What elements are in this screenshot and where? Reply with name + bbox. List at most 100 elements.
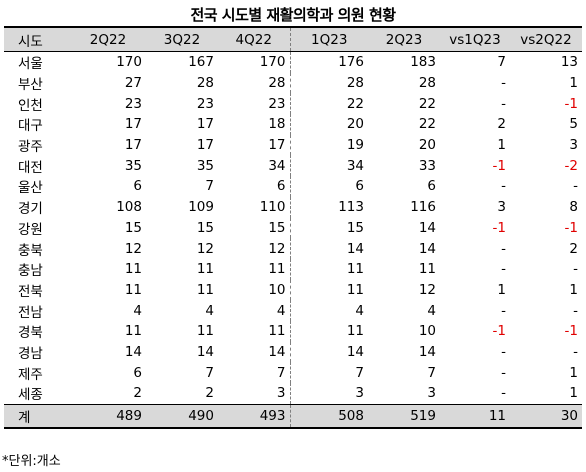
value-cell: 28 xyxy=(218,72,291,94)
value-cell: 11 xyxy=(196,261,214,278)
value-cell: 23 xyxy=(196,95,214,112)
value-cell: 1 xyxy=(569,364,578,381)
value-cell: 15 xyxy=(346,219,364,236)
value-cell: 15 xyxy=(218,217,291,239)
value-cell: 6 xyxy=(218,176,291,197)
value-cell: 22 xyxy=(346,95,364,112)
value-cell: 170 xyxy=(218,51,291,73)
value-cell: 18 xyxy=(218,114,291,135)
region-cell: 부산 xyxy=(18,77,43,94)
total-cell: 11 xyxy=(488,407,506,424)
region-cell: 대전 xyxy=(18,159,43,176)
value-cell: 4 xyxy=(355,302,364,319)
value-cell: 11 xyxy=(346,261,364,278)
value-cell: 6 xyxy=(133,178,142,195)
value-cell: 11 xyxy=(196,323,214,340)
table-row: 서울 170 167 170 176 183 7 13 xyxy=(4,51,582,73)
total-cell: 30 xyxy=(560,407,578,424)
table-row: 강원 15 15 15 15 14 -1 -1 xyxy=(4,217,582,239)
value-cell: 22 xyxy=(418,116,436,133)
table-row: 경북 11 11 11 11 10 -1 -1 xyxy=(4,320,582,342)
total-cell: 489 xyxy=(116,407,142,424)
total-row: 계 489 490 493 508 519 11 30 xyxy=(4,404,582,428)
value-cell: 13 xyxy=(560,54,578,71)
value-cell: -2 xyxy=(564,157,578,174)
value-cell: 6 xyxy=(355,178,364,195)
value-cell: 35 xyxy=(196,157,214,174)
value-cell: 4 xyxy=(133,302,142,319)
value-cell: 20 xyxy=(418,137,436,154)
region-cell: 대구 xyxy=(18,118,43,135)
region-cell: 충북 xyxy=(18,242,43,259)
table-row: 인천 23 23 23 22 22- -1 xyxy=(4,93,582,115)
column-header: 2Q22 xyxy=(89,31,127,48)
total-cell: 508 xyxy=(338,407,364,424)
value-cell: - xyxy=(573,343,578,360)
value-cell: 6 xyxy=(133,364,142,381)
value-cell: - xyxy=(501,302,506,319)
value-cell: -1 xyxy=(492,219,506,236)
value-cell: 12 xyxy=(196,240,214,257)
value-cell: 7 xyxy=(497,54,506,71)
value-cell: 7 xyxy=(205,178,214,195)
value-cell: - xyxy=(501,385,506,402)
region-cell: 광주 xyxy=(18,139,43,156)
table-row: 대구 17 17 18 20 22 2 5 xyxy=(4,114,582,135)
value-cell: 14 xyxy=(346,343,364,360)
value-cell: 1 xyxy=(569,75,578,92)
value-cell: 110 xyxy=(218,196,291,218)
value-cell: - xyxy=(501,178,506,195)
value-cell: 3 xyxy=(427,385,436,402)
value-cell: 11 xyxy=(124,261,142,278)
value-cell: 167 xyxy=(188,54,214,71)
value-cell: 34 xyxy=(218,155,291,177)
value-cell: 11 xyxy=(346,323,364,340)
value-cell: 14 xyxy=(418,219,436,236)
value-cell: 28 xyxy=(418,75,436,92)
value-cell: 1 xyxy=(569,385,578,402)
value-cell: 11 xyxy=(124,323,142,340)
value-cell: 10 xyxy=(218,279,291,301)
value-cell: 23 xyxy=(124,95,142,112)
value-cell: 1 xyxy=(569,281,578,298)
value-cell: 14 xyxy=(418,343,436,360)
value-cell: 22 xyxy=(418,95,436,112)
value-cell: 17 xyxy=(196,116,214,133)
region-cell: 전북 xyxy=(18,283,43,300)
value-cell: 3 xyxy=(497,199,506,216)
value-cell: 11 xyxy=(218,258,291,280)
value-cell: 3 xyxy=(355,385,364,402)
data-table: 시도 2Q22 3Q22 4Q22 1Q23 2Q23 vs1Q23 vs2Q2… xyxy=(4,26,582,429)
value-cell: 17 xyxy=(124,137,142,154)
value-cell: 176 xyxy=(338,54,364,71)
value-cell: - xyxy=(501,261,506,278)
table-title: 전국 시도별 재활의학과 의원 현황 xyxy=(190,6,396,24)
value-cell: 3 xyxy=(218,383,291,405)
table-row: 경남 14 14 14 14 14- - xyxy=(4,341,582,363)
value-cell: 11 xyxy=(124,281,142,298)
table-row: 충북 12 12 12 14 14-2 xyxy=(4,238,582,259)
column-header: 3Q22 xyxy=(163,31,201,48)
value-cell: 14 xyxy=(418,240,436,257)
value-cell: 17 xyxy=(124,116,142,133)
table-row: 세종 2 2 3 3 3-1 xyxy=(4,383,582,405)
value-cell: 8 xyxy=(569,199,578,216)
value-cell: -1 xyxy=(564,219,578,236)
region-cell: 경남 xyxy=(18,345,43,362)
value-cell: 15 xyxy=(196,219,214,236)
value-cell: 5 xyxy=(569,116,578,133)
column-header: vs1Q23 xyxy=(449,31,501,48)
value-cell: 7 xyxy=(218,362,291,383)
value-cell: 20 xyxy=(346,116,364,133)
table-row: 부산 27 28 28 28 28-1 xyxy=(4,72,582,94)
value-cell: 7 xyxy=(205,364,214,381)
value-cell: 23 xyxy=(218,93,291,115)
table-row: 광주 17 17 17 19 20 1 3 xyxy=(4,134,582,156)
value-cell: - xyxy=(501,75,506,92)
value-cell: 2 xyxy=(569,240,578,257)
value-cell: 2 xyxy=(205,385,214,402)
value-cell: - xyxy=(573,302,578,319)
value-cell: 1 xyxy=(497,137,506,154)
value-cell: 17 xyxy=(196,137,214,154)
value-cell: 4 xyxy=(205,302,214,319)
